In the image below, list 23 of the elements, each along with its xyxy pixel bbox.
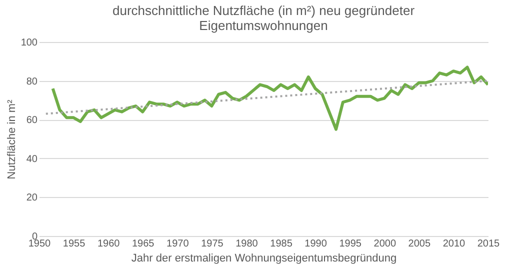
- x-tick-label: 1970: [166, 238, 190, 250]
- x-tick-label: 2005: [408, 238, 431, 250]
- x-tick-label: 1985: [270, 238, 293, 250]
- x-tick-label: 2000: [374, 238, 396, 250]
- x-tick-label: 1980: [236, 238, 258, 250]
- x-tick-label: 1955: [62, 238, 86, 250]
- x-tick-label: 1995: [339, 238, 362, 250]
- x-tick-label: 2015: [477, 238, 500, 250]
- y-tick-label: 20: [26, 192, 38, 204]
- text: Eigentumswohnungen: [199, 18, 328, 33]
- text: durchschnittliche Nutzfläche (in m²) neu gegründeter: [112, 3, 415, 18]
- y-tick-label: 60: [26, 115, 38, 126]
- y-axis-title: Nutzfläche in m²: [6, 99, 18, 180]
- x-tick-label: 1975: [201, 238, 224, 250]
- x-tick-label: 1960: [97, 238, 120, 250]
- x-axis-title: Jahr der erstmaligen Wohnungseigentumsbegründung: [131, 252, 397, 264]
- line-series: [51, 66, 488, 131]
- x-tick-label: 1990: [304, 238, 328, 250]
- y-tick-label: 80: [26, 76, 38, 88]
- y-tick-label: 40: [26, 154, 38, 165]
- y-tick-label: 100: [20, 38, 38, 48]
- x-tick-label: 2010: [442, 238, 466, 250]
- x-tick-label: 1965: [132, 238, 155, 250]
